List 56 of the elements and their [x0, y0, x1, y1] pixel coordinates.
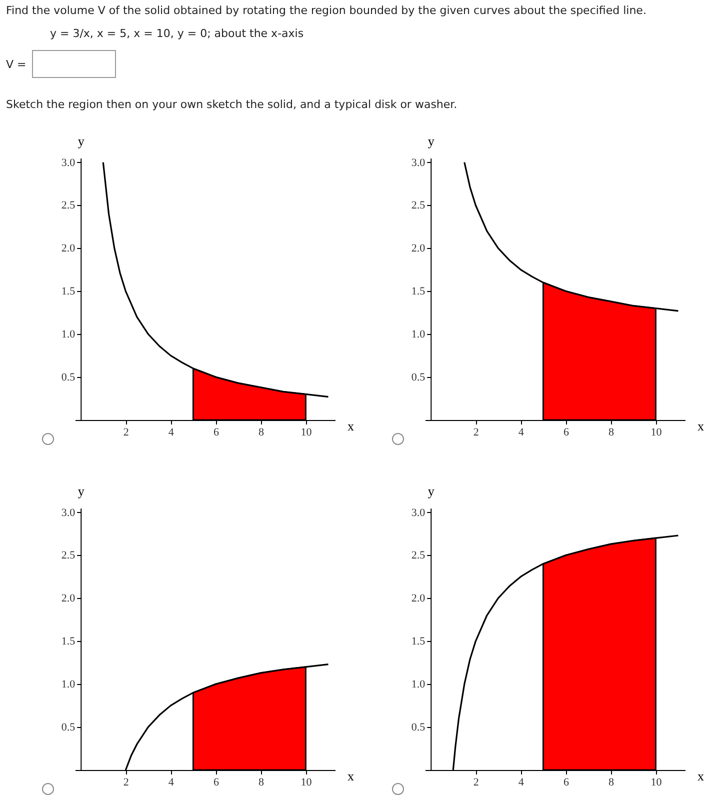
y-tick-label: 1.0	[61, 328, 76, 341]
y-tick-label: 0.5	[411, 722, 426, 734]
y-tick-label: 2.0	[61, 592, 76, 605]
x-tick-label: 10	[300, 426, 312, 438]
y-tick-label: 2.5	[61, 550, 76, 562]
y-tick-label: 2.0	[61, 242, 76, 255]
x-tick-label: 4	[168, 776, 174, 788]
x-tick-label: 6	[213, 776, 220, 788]
x-tick-label: 2	[473, 426, 479, 438]
y-tick-label: 1.5	[411, 286, 426, 298]
y-axis-title: y	[78, 134, 85, 148]
y-tick-label: 3.0	[411, 506, 426, 519]
x-tick-label: 4	[168, 426, 174, 438]
y-tick-label: 1.5	[61, 636, 76, 648]
x-axis-title: x	[698, 418, 704, 434]
y-axis-title: y	[428, 134, 435, 148]
y-tick-label: 2.0	[411, 592, 426, 605]
y-axis-title: y	[78, 484, 85, 498]
x-tick-label: 6	[213, 426, 220, 438]
y-tick-label: 3.0	[411, 156, 426, 169]
y-tick-label: 2.5	[61, 200, 76, 212]
y-tick-label: 1.0	[61, 678, 76, 691]
y-axis-title: y	[428, 484, 435, 498]
x-tick-label: 4	[518, 426, 524, 438]
text: y = 3/x, x = 5, x = 10, y = 0; about the x-axis	[50, 27, 304, 40]
y-tick-label: 0.5	[61, 372, 76, 384]
x-tick-label: 8	[608, 426, 614, 438]
x-axis-title: x	[348, 768, 354, 784]
x-tick-label: 8	[258, 776, 264, 788]
x-tick-label: 2	[473, 776, 479, 788]
y-tick-label: 1.5	[411, 636, 426, 648]
x-tick-label: 6	[563, 426, 570, 438]
x-tick-label: 2	[123, 776, 129, 788]
x-tick-label: 6	[563, 776, 570, 788]
x-tick-label: 10	[300, 776, 312, 788]
y-tick-label: 2.5	[411, 550, 426, 562]
y-tick-label: 0.5	[61, 722, 76, 734]
y-tick-label: 0.5	[411, 372, 426, 384]
text: Find the volume V of the solid obtained by rotating the region bounded by the given curves about the specified line.	[6, 4, 648, 17]
y-tick-label: 1.0	[411, 328, 426, 341]
y-tick-label: 1.5	[61, 286, 76, 298]
y-tick-label: 2.5	[411, 200, 426, 212]
x-tick-label: 10	[650, 426, 662, 438]
x-tick-label: 4	[518, 776, 524, 788]
text: V =	[6, 58, 26, 70]
x-tick-label: 2	[123, 426, 129, 438]
x-axis-title: x	[698, 768, 704, 784]
x-tick-label: 10	[650, 776, 662, 788]
x-axis-title: x	[348, 418, 354, 434]
x-tick-label: 8	[258, 426, 264, 438]
text: Sketch the region then on your own sketch the solid, and a typical disk or washer.	[6, 98, 458, 111]
y-tick-label: 3.0	[61, 156, 76, 169]
y-tick-label: 1.0	[411, 678, 426, 691]
y-tick-label: 2.0	[411, 242, 426, 255]
x-tick-label: 8	[608, 776, 614, 788]
y-tick-label: 3.0	[61, 506, 76, 519]
